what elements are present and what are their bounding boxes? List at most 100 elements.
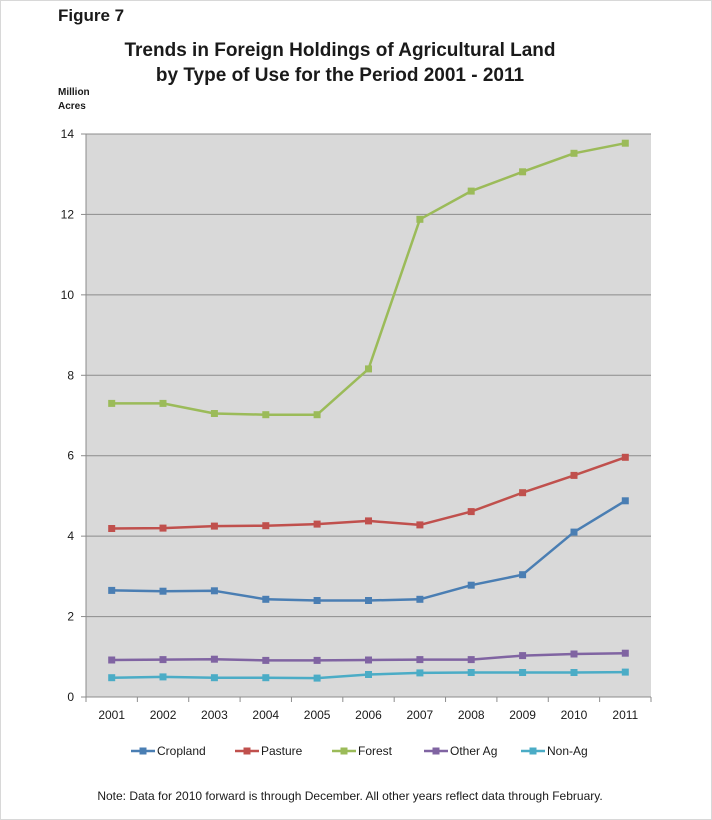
data-point-pasture xyxy=(416,521,424,529)
data-point-forest xyxy=(210,410,218,417)
y-tick-label: 14 xyxy=(61,127,75,141)
axes: 0 2 4 6 8 10 12 14 2001 2002 2003 2004 2005 2006 2007 2… xyxy=(61,127,652,722)
data-point-cropland xyxy=(210,587,218,595)
legend-swatch-marker xyxy=(243,747,251,755)
x-tick-label: 2002 xyxy=(150,708,177,722)
figure-label: Figure 7 xyxy=(58,6,125,25)
x-tick-label: 2001 xyxy=(98,708,125,722)
legend-item-other-ag: Other Ag xyxy=(424,744,497,758)
data-point-non-ag xyxy=(519,669,527,676)
legend-item-forest: Forest xyxy=(332,744,393,758)
x-tick-label: 2003 xyxy=(201,708,228,722)
data-point-cropland xyxy=(313,597,321,604)
x-tick-label: 2008 xyxy=(458,708,485,722)
data-point-other-ag xyxy=(313,656,321,664)
data-point-other-ag xyxy=(467,656,475,664)
x-tick-label: 2010 xyxy=(561,708,588,722)
data-point-non-ag xyxy=(108,674,116,682)
y-axis-label: Million Acres xyxy=(58,86,90,114)
data-point-other-ag xyxy=(108,656,116,664)
x-tick-label: 2006 xyxy=(355,708,382,722)
y-tick-label: 2 xyxy=(67,610,74,624)
data-point-pasture xyxy=(210,522,218,530)
legend-item-pasture: Pasture xyxy=(235,744,303,758)
legend: Cropland Pasture Forest Other Ag Non-Ag xyxy=(131,744,588,758)
data-point-forest xyxy=(313,411,321,419)
data-point-non-ag xyxy=(365,671,372,678)
data-point-other-ag xyxy=(159,656,167,664)
data-point-other-ag xyxy=(570,650,578,658)
x-tick-label: 2005 xyxy=(304,708,331,722)
data-point-pasture xyxy=(159,524,167,532)
series-non-ag xyxy=(108,668,629,682)
y-tick-label: 8 xyxy=(67,368,74,382)
x-tick-label: 2009 xyxy=(509,708,536,722)
legend-swatch-marker xyxy=(340,747,348,755)
data-point-cropland xyxy=(262,595,270,603)
legend-label: Non-Ag xyxy=(547,744,588,758)
data-point-cropland xyxy=(365,597,372,604)
data-point-forest xyxy=(621,139,629,147)
data-point-cropland xyxy=(467,581,475,589)
data-point-other-ag xyxy=(262,656,270,664)
data-point-cropland xyxy=(570,528,578,536)
legend-label: Pasture xyxy=(261,744,303,758)
legend-swatch-marker xyxy=(432,747,440,755)
data-point-non-ag xyxy=(570,669,578,676)
data-point-cropland xyxy=(159,587,167,595)
data-point-non-ag xyxy=(467,669,475,676)
data-point-pasture xyxy=(313,520,321,528)
data-point-forest xyxy=(108,399,116,407)
data-point-forest xyxy=(262,411,270,419)
footnote: Note: Data for 2010 forward is through D… xyxy=(97,789,603,803)
gridlines xyxy=(86,133,651,618)
data-point-forest xyxy=(416,215,424,223)
y-tick-label: 4 xyxy=(67,529,74,543)
series-lines xyxy=(108,139,629,682)
data-point-pasture xyxy=(262,522,270,530)
data-point-non-ag xyxy=(210,674,218,682)
x-tick-label: 2011 xyxy=(612,708,638,722)
legend-item-non-ag: Non-Ag xyxy=(521,744,588,758)
data-point-cropland xyxy=(416,595,424,603)
chart-title-line-2: by Type of Use for the Period 2001 - 201… xyxy=(155,65,525,86)
legend-swatch-marker xyxy=(139,747,147,755)
legend-label: Other Ag xyxy=(450,744,497,758)
data-point-forest xyxy=(159,399,167,407)
y-axis-label-line-1: Million xyxy=(58,87,90,98)
plot-area xyxy=(86,134,651,697)
data-point-pasture xyxy=(467,508,475,516)
data-point-non-ag xyxy=(159,673,167,681)
data-point-pasture xyxy=(108,525,116,532)
y-tick-label: 10 xyxy=(61,288,75,302)
data-point-cropland xyxy=(621,497,629,505)
series-other-ag xyxy=(108,649,629,664)
y-axis-label-line-2: Acres xyxy=(58,101,86,112)
data-point-non-ag xyxy=(621,668,629,676)
data-point-non-ag xyxy=(313,674,321,682)
data-point-non-ag xyxy=(416,669,424,677)
data-point-forest xyxy=(570,149,578,157)
data-point-other-ag xyxy=(365,656,372,664)
data-point-pasture xyxy=(570,471,578,479)
data-point-pasture xyxy=(621,453,629,461)
data-point-pasture xyxy=(519,489,527,497)
data-point-non-ag xyxy=(262,674,270,682)
data-point-other-ag xyxy=(416,656,424,664)
data-point-forest xyxy=(467,187,475,195)
y-tick-label: 0 xyxy=(67,690,74,704)
x-tick-label: 2007 xyxy=(407,708,434,722)
chart-title-line-1: Trends in Foreign Holdings of Agricultur… xyxy=(124,40,556,61)
legend-item-cropland: Cropland xyxy=(131,744,206,758)
series-forest xyxy=(108,139,629,419)
data-point-other-ag xyxy=(210,655,218,663)
data-point-forest xyxy=(519,168,527,176)
data-point-pasture xyxy=(365,517,372,525)
data-point-forest xyxy=(365,365,372,373)
data-point-other-ag xyxy=(519,652,527,660)
legend-swatch-marker xyxy=(529,747,537,755)
legend-label: Cropland xyxy=(157,744,206,758)
y-tick-label: 12 xyxy=(61,207,75,221)
data-point-cropland xyxy=(519,571,527,579)
